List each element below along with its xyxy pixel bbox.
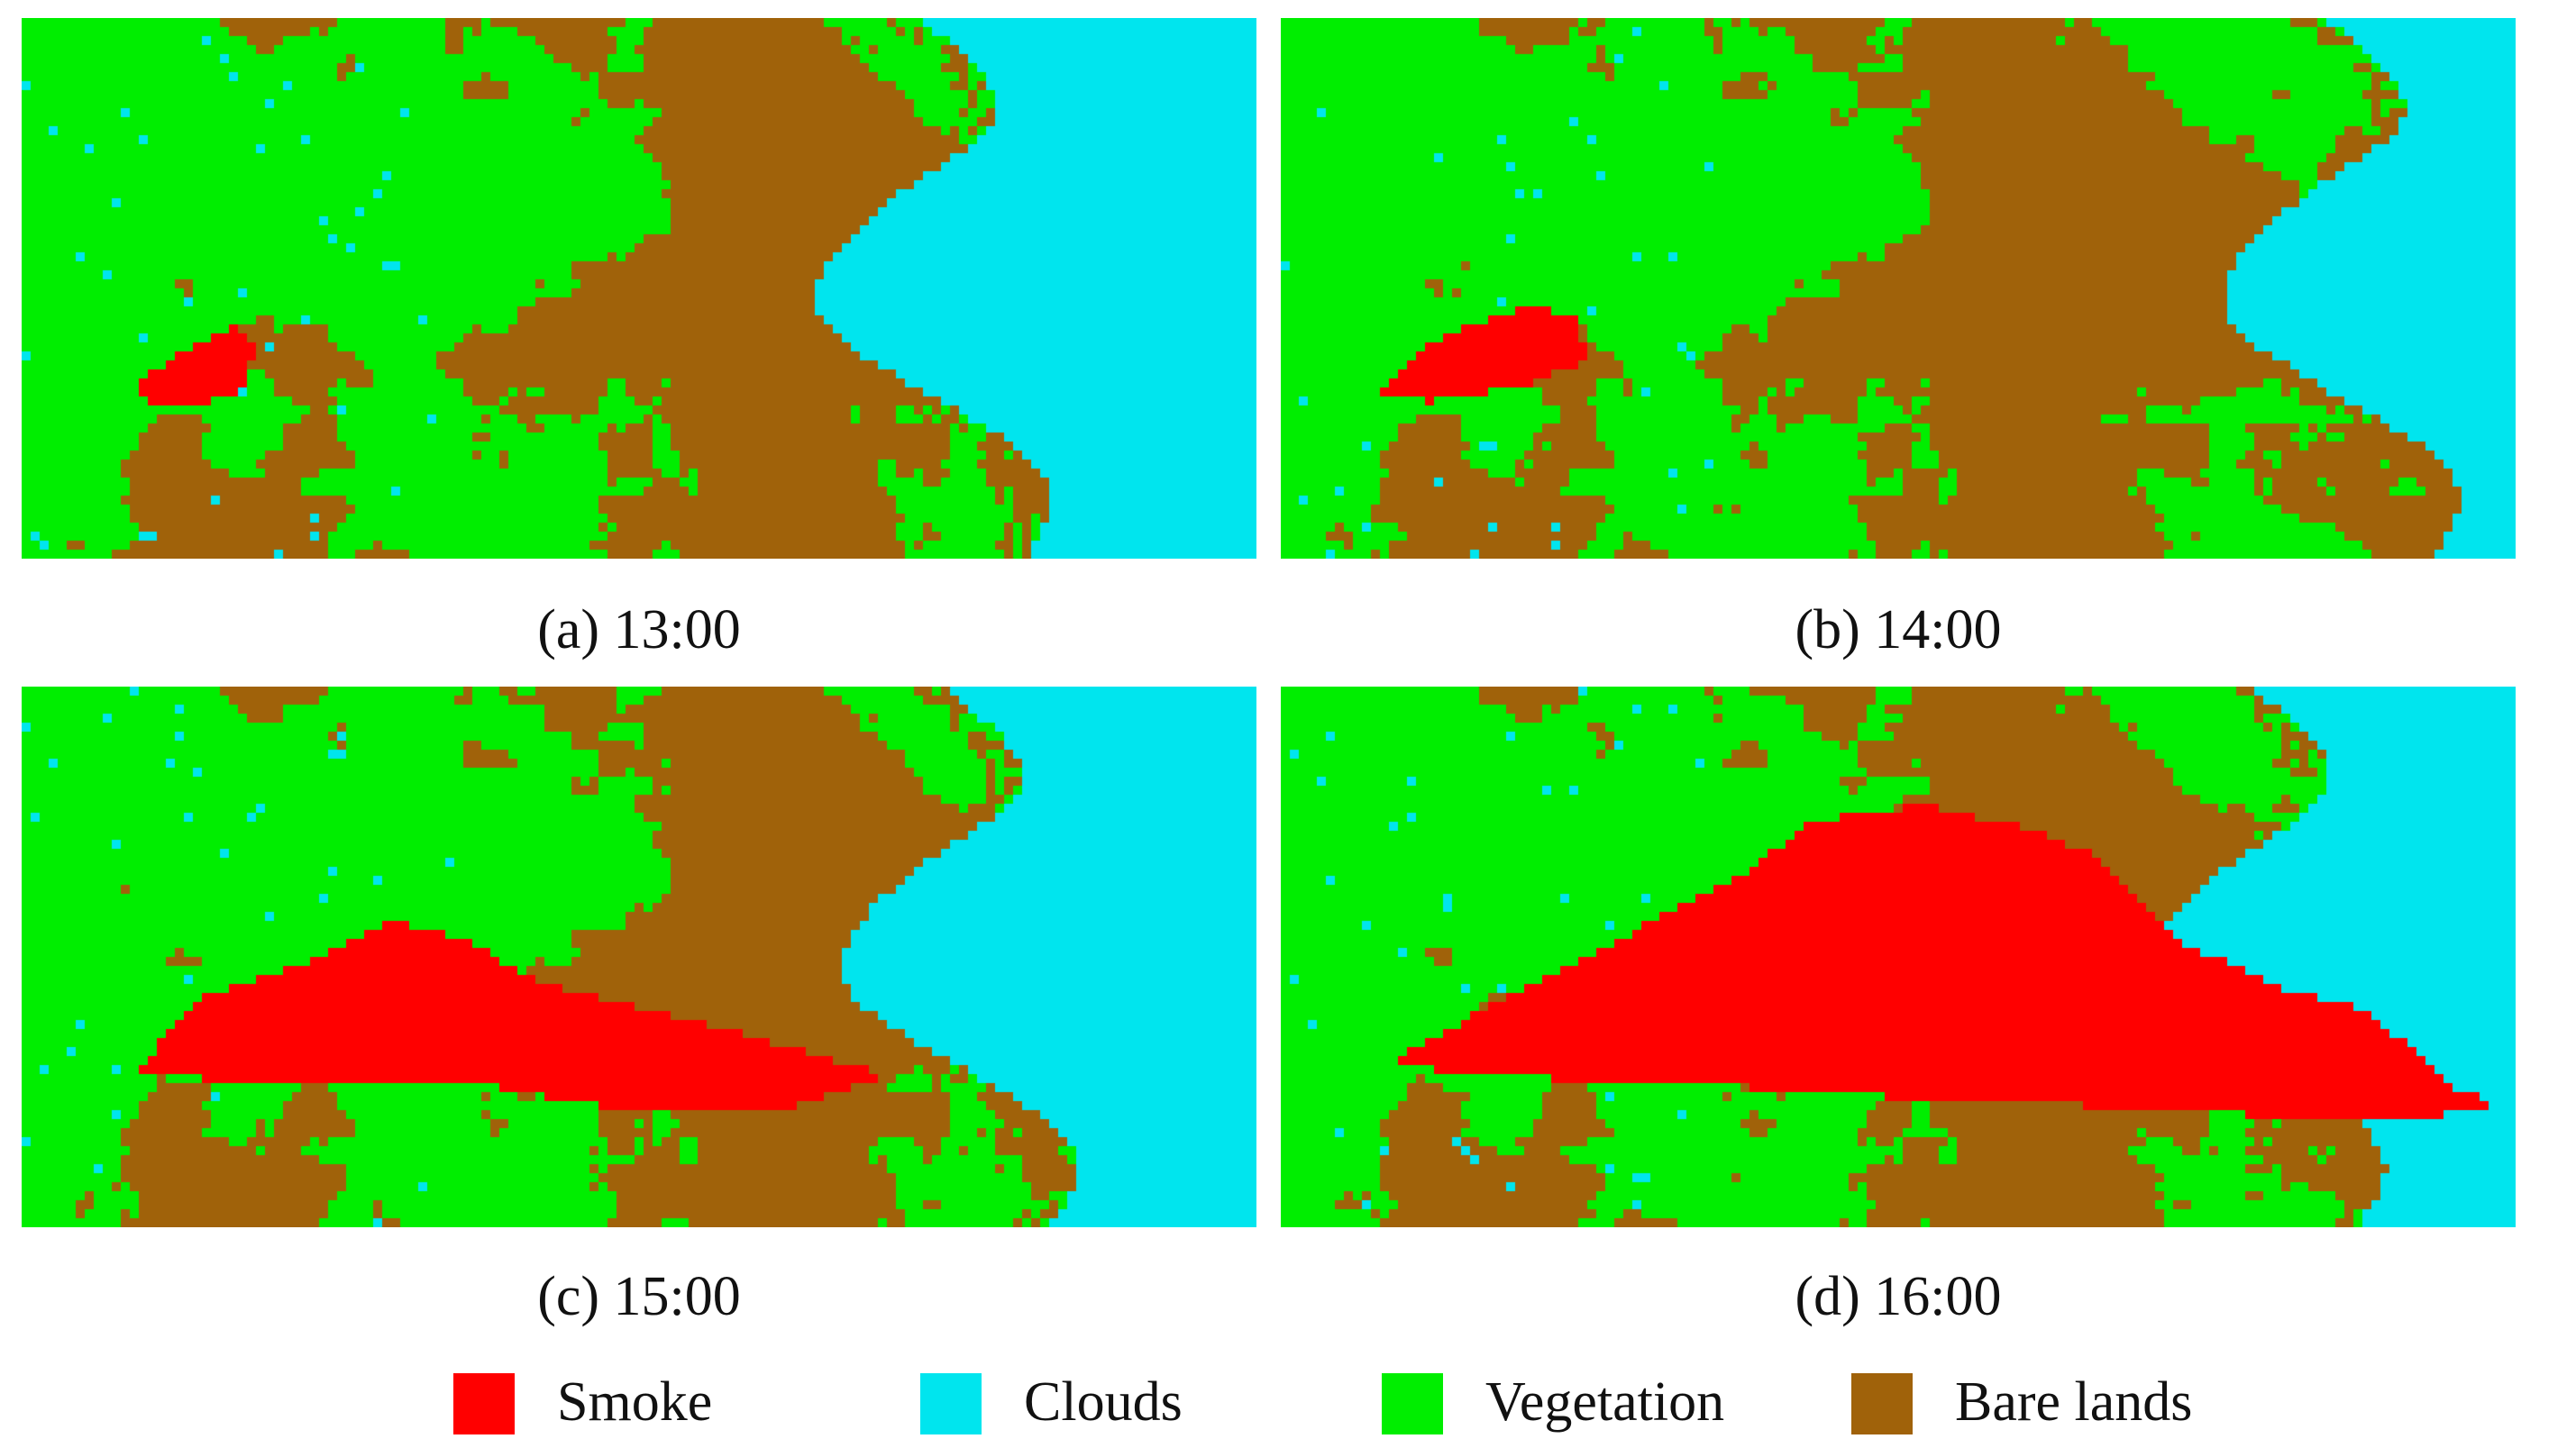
map-panel-1500: [22, 687, 1256, 1227]
classification-map-c: [22, 687, 1256, 1227]
legend-label-bare-lands: Bare lands: [1955, 1371, 2193, 1433]
map-panel-1400: [1281, 18, 2516, 559]
legend-label-clouds: Clouds: [1024, 1371, 1183, 1433]
legend-swatch-clouds: [920, 1373, 982, 1434]
classification-map-b: [1281, 18, 2516, 559]
map-panel-1600: [1281, 687, 2516, 1227]
classification-map-d: [1281, 687, 2516, 1227]
legend-label-smoke: Smoke: [557, 1371, 713, 1433]
map-panel-1300: [22, 18, 1256, 559]
classification-map-a: [22, 18, 1256, 559]
legend-label-vegetation: Vegetation: [1485, 1371, 1725, 1433]
panel-caption-c: (c) 15:00: [537, 1266, 741, 1327]
legend: Smoke Clouds Vegetation Bare lands: [0, 1365, 2576, 1437]
legend-swatch-smoke: [453, 1373, 515, 1434]
panel-caption-d: (d) 16:00: [1795, 1266, 2002, 1327]
legend-swatch-bare-lands: [1851, 1373, 1913, 1434]
panel-caption-b: (b) 14:00: [1795, 599, 2002, 660]
panel-caption-a: (a) 13:00: [537, 599, 741, 660]
legend-swatch-vegetation: [1382, 1373, 1443, 1434]
